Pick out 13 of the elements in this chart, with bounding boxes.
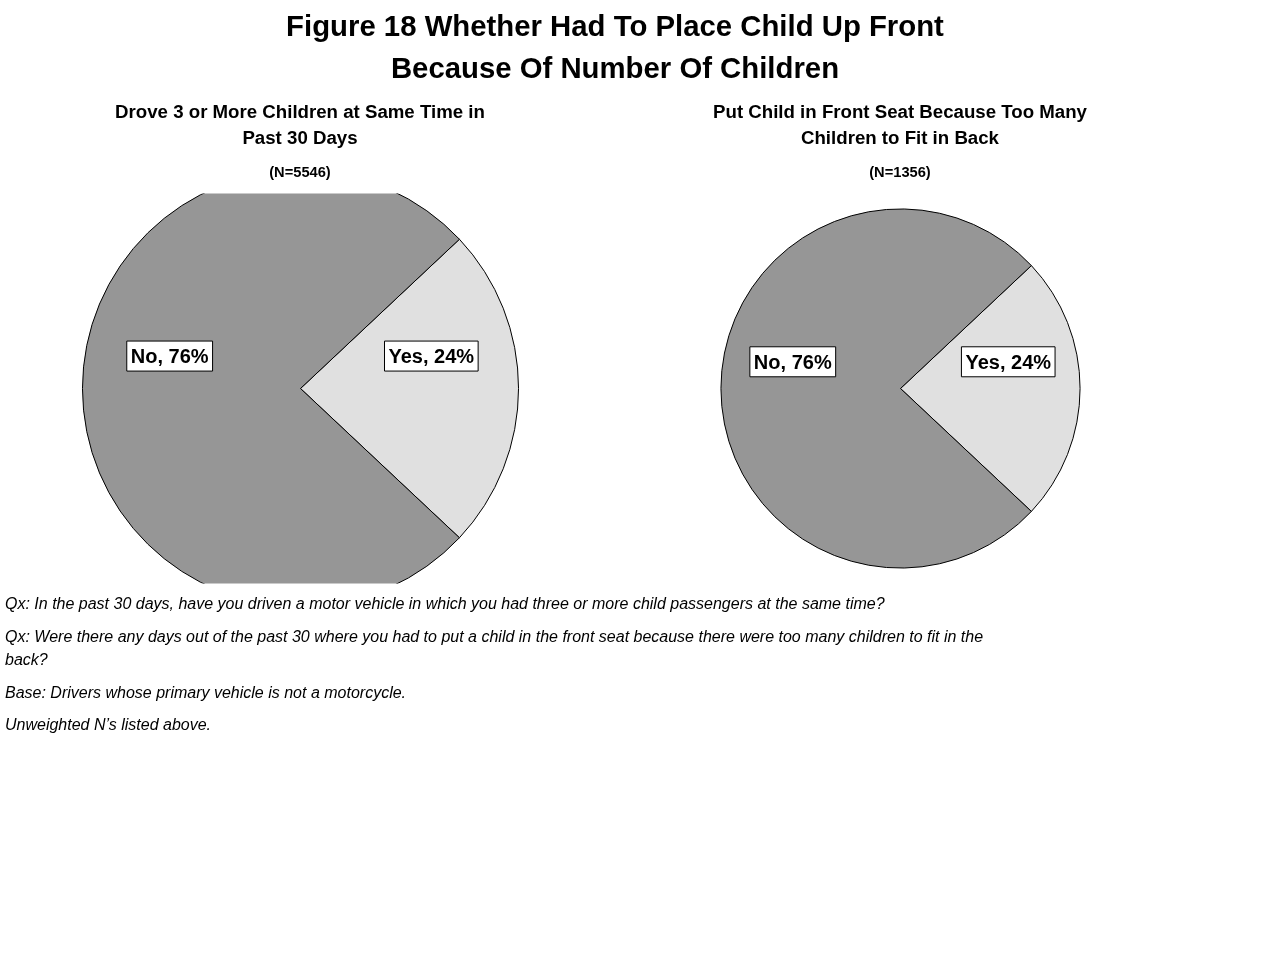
- slice-label: Yes, 24%: [388, 345, 475, 368]
- slice-label: No, 76%: [130, 345, 209, 368]
- text: Qx: In the past 30 days, have you driven a motor vehicle in which you had three or more child passengers at the same time?: [5, 594, 885, 615]
- text: (N=1356): [869, 163, 931, 183]
- text: Unweighted N’s listed above.: [5, 715, 212, 736]
- text: (N=5546): [269, 163, 331, 183]
- slice-label: No, 76%: [753, 350, 832, 373]
- chart-subtitle: Drove 3 or More Children at Same Time in Past 30 Days: [114, 99, 486, 151]
- text: Qx: Were there any days out of the past 30 where you had to put a child in the front seat because there were too many children to fit in the back?: [5, 626, 985, 670]
- slice-label: Yes, 24%: [965, 350, 1052, 373]
- text: Figure 18 Whether Had To Place Child Up Front Because Of Number Of Children: [285, 8, 945, 86]
- chart-subtitle: Put Child in Front Seat Because Too Many Children to Fit in Back: [712, 99, 1088, 151]
- text: Base: Drivers whose primary vehicle is not a motorcycle.: [5, 682, 407, 703]
